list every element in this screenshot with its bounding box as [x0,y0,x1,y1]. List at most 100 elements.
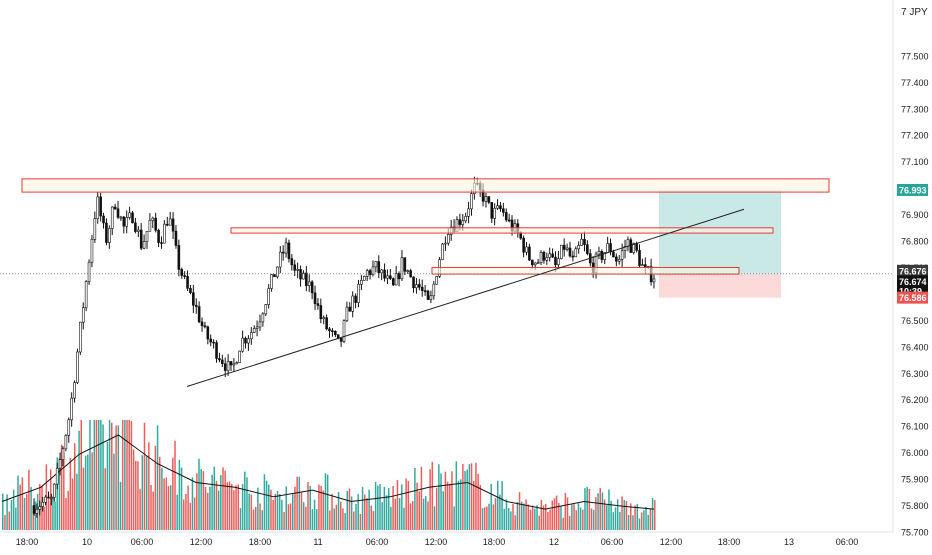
candle-body [490,202,494,219]
volume-bar [339,501,342,530]
volume-bar [239,508,242,530]
volume-bar [645,506,647,530]
candle-body [586,244,589,254]
candle-body [499,205,502,210]
volume-bar [431,461,434,530]
volume-bar [531,505,534,530]
x-tick-label: 11 [313,537,322,547]
volume-bar [464,471,466,530]
candle-body [423,290,427,292]
volume-bar [363,494,366,530]
candle-body [580,238,583,246]
volume-bar [640,512,643,530]
volume-bar [272,499,274,530]
candle-body [247,338,250,344]
volume-bar [87,454,89,530]
volume-bar [357,494,359,530]
candle-body [218,358,221,361]
candle-body [125,217,129,227]
volume-bar [632,515,634,530]
volume-bar [455,461,458,530]
volume-bar [636,504,639,530]
x-tick-label: 06:00 [131,537,154,547]
volume-bar [307,482,309,530]
volume-bar [414,468,416,530]
volume-bar [25,494,28,530]
candle-body [299,269,302,280]
volume-bar [106,442,109,530]
horizontal-zone[interactable] [230,227,774,234]
volume-bar [396,479,399,530]
candle-body [632,243,636,253]
candle-body [105,222,108,243]
volume-bar [490,483,492,530]
price-badge-text: 76.674 [899,277,927,287]
symbol-label: 7 JPY [901,7,928,18]
candle-body [641,264,644,266]
volume-bar [582,509,584,530]
trendline[interactable] [186,208,745,387]
candle-body [377,261,381,274]
volume-bar [438,464,440,530]
volume-bar [150,484,152,530]
candle-body [99,196,102,217]
volume-bar [174,440,176,530]
volume-bar [226,482,229,530]
candle-body [131,212,134,224]
volume-bar [254,506,257,530]
volume-bar [2,493,4,530]
volume-bar [488,503,490,530]
candle-body [276,266,279,278]
volume-bar [148,442,150,530]
volume-bar [544,503,547,530]
volume-bar [230,483,233,530]
volume-bar [540,499,543,530]
volume-bar [185,493,187,530]
candle-body [533,262,537,266]
candle-body [113,206,117,210]
volume-bar [263,474,266,530]
candle-body [368,270,372,275]
volume-bar [202,471,205,530]
volume-bar [401,484,403,530]
candle-body [551,253,554,258]
candle-body [652,278,656,283]
volume-bar [198,458,200,530]
volume-bar [470,463,473,530]
y-tick-label: 77.300 [901,104,929,114]
candle-body [55,467,59,485]
horizontal-zone[interactable] [21,178,830,193]
candle-body [119,216,123,219]
volume-bar [102,424,104,530]
x-tick-label: 18:00 [16,537,39,547]
volume-bar [32,505,35,530]
time-axis[interactable]: 18:00 10 06:00 12:00 18:00 11 06:00 12:00 18:00 1… [16,537,859,547]
candle-body [334,330,337,335]
volume-bar [63,453,65,530]
volume-bar [163,478,165,530]
y-tick-label: 76.900 [901,210,929,220]
volume-bar [651,498,654,530]
volume-bar [115,425,117,530]
volume-bar [457,480,460,530]
candle-body [209,338,213,343]
candle-body [536,262,540,264]
volume-bar [573,504,575,530]
candle-body [412,276,415,289]
volume-bar [523,503,525,530]
volume-bar [601,492,604,530]
volume-bar [392,486,394,530]
volume-bar [416,482,418,530]
horizontal-zone[interactable] [431,266,740,275]
drawings-layer[interactable] [0,178,893,387]
volume-bar [337,491,340,530]
volume-bar [276,491,279,530]
candle-body [281,251,285,254]
volume-bar [21,477,24,530]
volume-bar [145,456,148,530]
stop-zone[interactable] [659,273,781,298]
volume-bar [104,468,106,530]
volume-bar [311,509,314,530]
